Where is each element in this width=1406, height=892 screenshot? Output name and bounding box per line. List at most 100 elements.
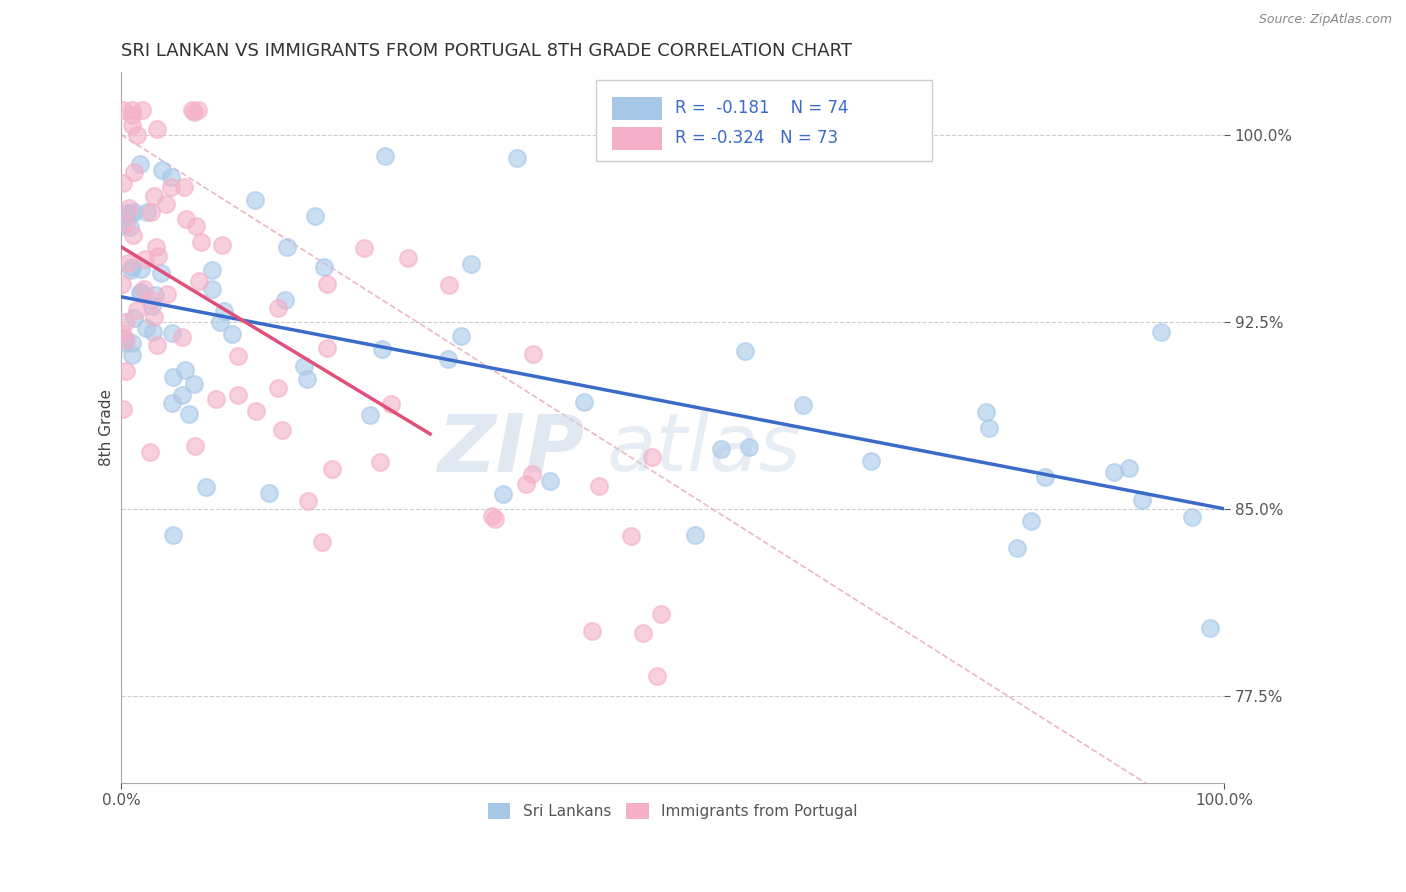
Point bbox=[181, 103, 204, 117]
Point bbox=[316, 277, 339, 291]
Point bbox=[450, 328, 472, 343]
Bar bbox=[612, 96, 662, 120]
Point bbox=[134, 252, 156, 266]
Point bbox=[292, 359, 315, 374]
Point bbox=[641, 450, 664, 464]
Point bbox=[274, 293, 297, 307]
Y-axis label: 8th Grade: 8th Grade bbox=[100, 389, 114, 467]
Point bbox=[631, 626, 654, 640]
Bar bbox=[612, 127, 662, 150]
Point bbox=[581, 624, 603, 639]
Point bbox=[121, 103, 143, 117]
Point bbox=[114, 332, 136, 346]
Point bbox=[150, 266, 173, 280]
Point bbox=[143, 310, 166, 325]
Point bbox=[1005, 541, 1028, 556]
Point bbox=[139, 204, 162, 219]
Point bbox=[221, 327, 243, 342]
Point bbox=[380, 396, 402, 410]
Point bbox=[136, 204, 159, 219]
Point bbox=[142, 325, 165, 339]
Point bbox=[245, 404, 267, 418]
Point bbox=[172, 388, 194, 402]
Point bbox=[145, 239, 167, 253]
Point bbox=[1199, 622, 1222, 636]
Point bbox=[114, 217, 136, 231]
Point bbox=[112, 335, 135, 350]
Point bbox=[368, 455, 391, 469]
Point bbox=[132, 282, 155, 296]
Point bbox=[173, 179, 195, 194]
Point bbox=[710, 442, 733, 456]
Point bbox=[1033, 470, 1056, 484]
Point bbox=[572, 395, 595, 409]
Point bbox=[645, 669, 668, 683]
Point bbox=[121, 348, 143, 362]
Point bbox=[538, 475, 561, 489]
Point bbox=[321, 462, 343, 476]
Point bbox=[129, 157, 152, 171]
Point bbox=[111, 326, 134, 340]
Point bbox=[111, 277, 134, 292]
Point bbox=[114, 364, 136, 378]
Point bbox=[1181, 509, 1204, 524]
Point bbox=[112, 103, 135, 117]
Point bbox=[117, 255, 139, 269]
Text: atlas: atlas bbox=[606, 410, 801, 488]
Point bbox=[276, 240, 298, 254]
Point bbox=[122, 165, 145, 179]
Point bbox=[131, 103, 153, 117]
Point bbox=[226, 349, 249, 363]
Point bbox=[620, 529, 643, 543]
FancyBboxPatch shape bbox=[596, 79, 932, 161]
Point bbox=[160, 396, 183, 410]
Point bbox=[118, 201, 141, 215]
Point bbox=[184, 439, 207, 453]
Point bbox=[121, 108, 143, 122]
Point bbox=[143, 288, 166, 302]
Point bbox=[371, 342, 394, 356]
Point bbox=[481, 508, 503, 523]
Point bbox=[436, 352, 458, 367]
Point bbox=[145, 122, 167, 136]
Point bbox=[183, 377, 205, 392]
Point bbox=[174, 211, 197, 226]
Point bbox=[257, 485, 280, 500]
Point bbox=[353, 240, 375, 254]
Point bbox=[122, 227, 145, 242]
Point bbox=[588, 479, 610, 493]
Point bbox=[1102, 466, 1125, 480]
Point bbox=[738, 441, 761, 455]
Point bbox=[111, 219, 134, 234]
Point bbox=[515, 476, 537, 491]
Point bbox=[297, 493, 319, 508]
Point bbox=[114, 316, 136, 330]
Point bbox=[295, 372, 318, 386]
Point bbox=[183, 104, 205, 119]
Point bbox=[201, 281, 224, 295]
Point bbox=[120, 262, 142, 277]
Text: R =  -0.181    N = 74: R = -0.181 N = 74 bbox=[675, 99, 848, 117]
Point bbox=[179, 407, 201, 421]
Point bbox=[131, 285, 153, 300]
Point bbox=[208, 315, 231, 329]
Point bbox=[159, 170, 181, 185]
Point bbox=[311, 534, 333, 549]
Text: R = -0.324   N = 73: R = -0.324 N = 73 bbox=[675, 129, 838, 147]
Point bbox=[139, 444, 162, 458]
Point bbox=[520, 467, 543, 481]
Point bbox=[484, 512, 506, 526]
Point bbox=[460, 257, 482, 271]
Point bbox=[266, 381, 288, 395]
Point bbox=[115, 206, 138, 220]
Point bbox=[146, 338, 169, 352]
Point bbox=[437, 278, 460, 293]
Point bbox=[226, 388, 249, 402]
Point bbox=[121, 260, 143, 275]
Point bbox=[114, 334, 136, 348]
Point bbox=[141, 293, 163, 307]
Point bbox=[121, 118, 143, 132]
Point bbox=[155, 197, 177, 211]
Point bbox=[160, 326, 183, 341]
Point bbox=[135, 320, 157, 334]
